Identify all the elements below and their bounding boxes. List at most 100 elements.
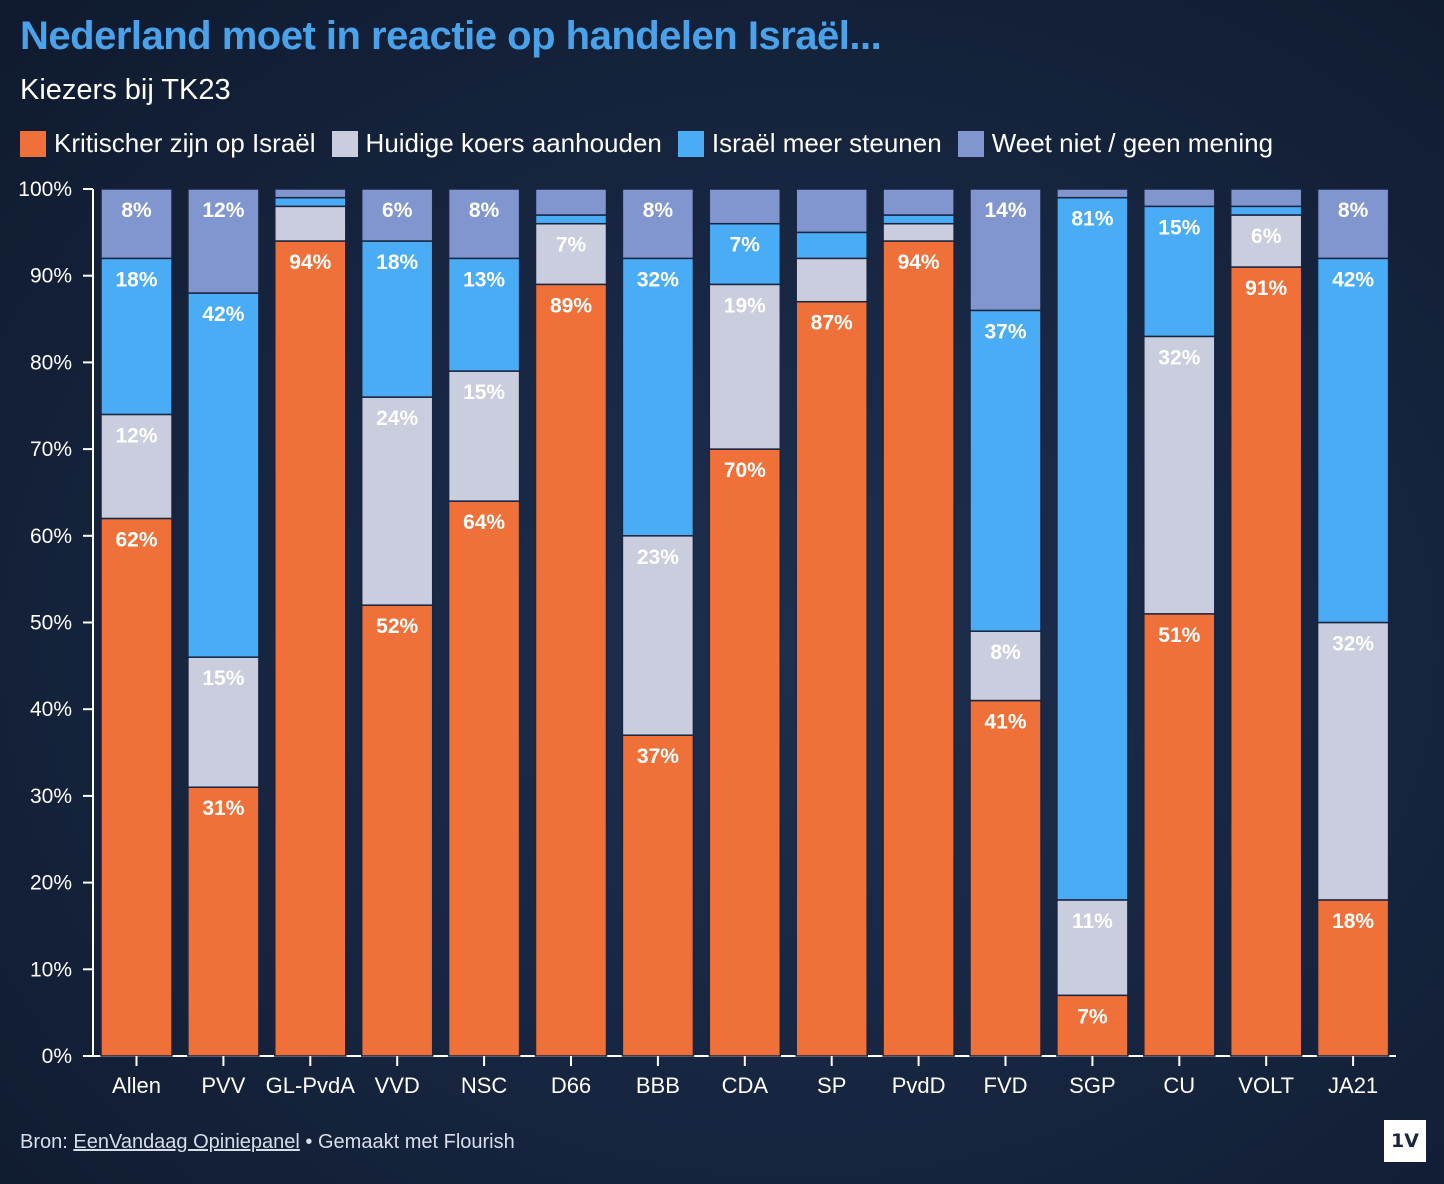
bar-segment	[447, 188, 521, 260]
bar-segment	[1229, 266, 1303, 1057]
eenvandaag-logo: 1V	[1384, 1120, 1426, 1162]
data-label: 51%	[1158, 624, 1200, 647]
legend-swatch-kritischer	[20, 130, 46, 157]
bar-segment	[1316, 188, 1390, 260]
bar-segment	[187, 292, 260, 658]
x-tick-label: BBB	[636, 1073, 680, 1098]
bar-segment	[447, 500, 521, 1057]
y-tick-label: 50%	[30, 612, 72, 635]
data-label: 24%	[376, 407, 418, 430]
x-tick-label: Allen	[112, 1073, 161, 1098]
legend-item-meer-steunen[interactable]: Israël meer steunen	[677, 128, 942, 159]
data-label: 18%	[115, 268, 157, 291]
data-label: 15%	[202, 667, 244, 690]
bar-segment	[621, 188, 695, 260]
legend-item-kritischer[interactable]: Kritischer zijn op Israël	[20, 128, 316, 159]
data-label: 87%	[811, 312, 853, 335]
source-link[interactable]: EenVandaag Opiniepanel	[73, 1131, 300, 1153]
data-label: 6%	[382, 199, 413, 222]
data-label: 12%	[115, 424, 157, 447]
y-tick-label: 0%	[42, 1045, 72, 1068]
data-label: 41%	[984, 711, 1026, 734]
data-label: 7%	[1077, 1005, 1108, 1028]
x-tick-label: CU	[1163, 1073, 1195, 1098]
bar-segment	[274, 188, 347, 199]
y-tick-label: 100%	[18, 178, 72, 201]
data-label: 19%	[724, 294, 766, 317]
bar-segment	[534, 188, 608, 216]
bar-segment	[534, 222, 608, 286]
data-label: 8%	[990, 641, 1021, 664]
legend-item-huidige-koers[interactable]: Huidige koers aanhouden	[331, 128, 662, 159]
data-label: 7%	[730, 234, 761, 257]
y-tick-label: 10%	[30, 958, 72, 981]
bar-segment	[274, 196, 347, 208]
x-tick-label: CDA	[722, 1073, 769, 1098]
bar-segment	[1056, 899, 1129, 997]
bar-segment	[969, 309, 1042, 632]
data-label: 12%	[202, 199, 244, 222]
bar-segment	[621, 257, 695, 537]
bar-segment	[360, 240, 434, 398]
data-label: 32%	[1332, 633, 1374, 656]
data-label: 94%	[289, 251, 331, 274]
x-tick-label: PVV	[201, 1073, 245, 1098]
legend-item-weet-niet[interactable]: Weet niet / geen mening	[957, 128, 1273, 159]
data-label: 8%	[121, 199, 152, 222]
y-tick-label: 40%	[30, 698, 72, 721]
bar-segment	[795, 188, 868, 234]
data-label: 32%	[1158, 346, 1200, 369]
bar-segment	[187, 656, 260, 788]
footer-separator: •	[305, 1131, 313, 1153]
bar-segment	[882, 214, 955, 225]
data-label: 81%	[1071, 208, 1113, 231]
y-tick-label: 80%	[30, 351, 72, 374]
x-tick-label: VVD	[375, 1073, 420, 1098]
legend-swatch-meer-steunen	[677, 130, 704, 157]
bar-segment	[1056, 196, 1129, 901]
x-tick-label: VOLT	[1238, 1073, 1294, 1098]
bar-segment	[795, 231, 868, 260]
x-tick-label: JA21	[1328, 1073, 1378, 1098]
bar-segment	[969, 630, 1042, 702]
data-label: 94%	[898, 251, 940, 274]
data-label: 89%	[550, 294, 592, 317]
data-label: 64%	[463, 511, 505, 534]
x-tick-label: PvdD	[892, 1073, 946, 1098]
bar-segment	[1056, 994, 1129, 1057]
x-tick-label: D66	[551, 1073, 591, 1098]
footer-made-with: Gemaakt met Flourish	[318, 1131, 515, 1153]
legend-swatch-huidige-koers	[331, 130, 358, 157]
bar-segment	[100, 517, 173, 1057]
bar-segment	[708, 188, 782, 225]
bar-segment	[708, 448, 782, 1057]
data-label: 23%	[637, 546, 679, 569]
data-label: 15%	[1158, 216, 1200, 239]
data-label: 8%	[1338, 199, 1369, 222]
y-tick-label: 90%	[30, 265, 72, 288]
bar-segment	[1316, 621, 1390, 901]
bar-segment	[621, 535, 695, 736]
y-tick-label: 60%	[30, 525, 72, 548]
chart-legend: Kritischer zijn op Israël Huidige koers …	[20, 128, 1273, 159]
bar-segment	[969, 699, 1042, 1057]
data-label: 15%	[463, 381, 505, 404]
data-label: 7%	[556, 234, 587, 257]
bar-segment	[795, 300, 868, 1057]
bar-segment	[1316, 899, 1390, 1057]
x-tick-label: FVD	[984, 1073, 1028, 1098]
bar-segment	[795, 257, 868, 303]
data-label: 62%	[115, 528, 157, 551]
bar-segment	[100, 257, 173, 416]
bar-segment	[1143, 188, 1216, 208]
footer-prefix: Bron:	[20, 1131, 68, 1153]
y-tick-label: 70%	[30, 438, 72, 461]
data-label: 32%	[637, 268, 679, 291]
data-label: 70%	[724, 459, 766, 482]
bar-segment	[100, 188, 173, 260]
data-label: 42%	[202, 303, 244, 326]
data-label: 8%	[469, 199, 500, 222]
data-label: 37%	[984, 320, 1026, 343]
bar-segment	[1143, 205, 1216, 338]
footer: Bron: EenVandaag Opiniepanel • Gemaakt m…	[20, 1131, 515, 1154]
